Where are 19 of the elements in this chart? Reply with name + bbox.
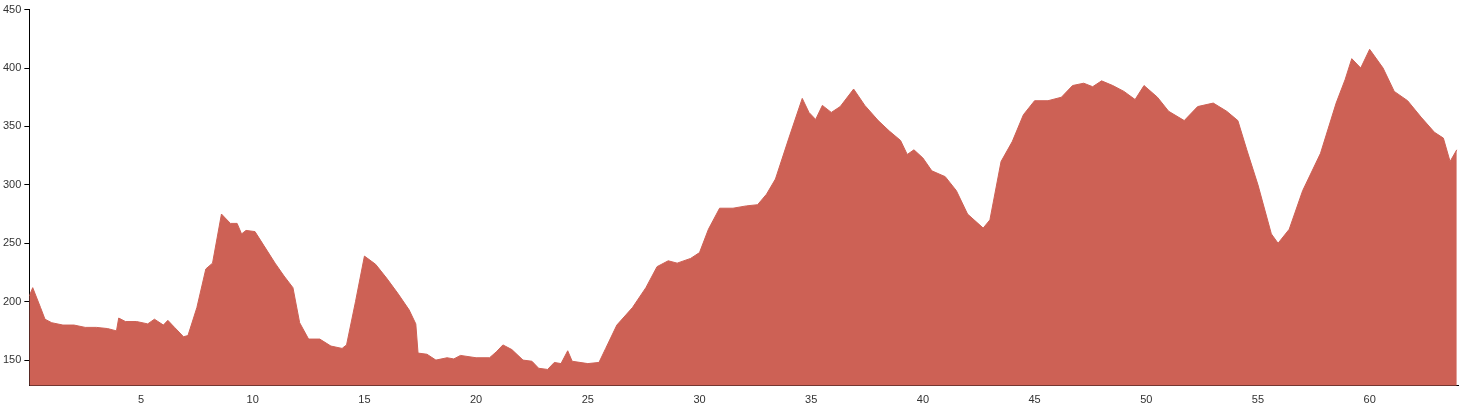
x-tick-label: 50 <box>1140 393 1153 406</box>
y-tick-label: 450 <box>2 2 22 15</box>
y-tick-label: 300 <box>2 177 22 190</box>
y-tick-label: 250 <box>2 236 22 249</box>
x-tick-label: 5 <box>137 393 145 406</box>
y-tick-label: 350 <box>2 119 22 132</box>
y-tick-label: 200 <box>2 294 22 307</box>
y-tick-label: 150 <box>2 353 22 366</box>
x-tick-label: 20 <box>469 393 483 406</box>
x-tick-label: 30 <box>693 393 706 406</box>
x-tick-label: 60 <box>1363 393 1376 406</box>
x-tick-label: 15 <box>358 393 371 406</box>
x-tick-label: 55 <box>1251 393 1265 406</box>
x-tick-label: 40 <box>916 393 930 406</box>
x-tick-label: 10 <box>246 393 259 406</box>
x-tick-label: 25 <box>581 393 594 406</box>
x-tick-label: 45 <box>1028 393 1041 406</box>
x-tick-label: 35 <box>805 393 818 406</box>
y-tick-label: 400 <box>2 61 22 74</box>
